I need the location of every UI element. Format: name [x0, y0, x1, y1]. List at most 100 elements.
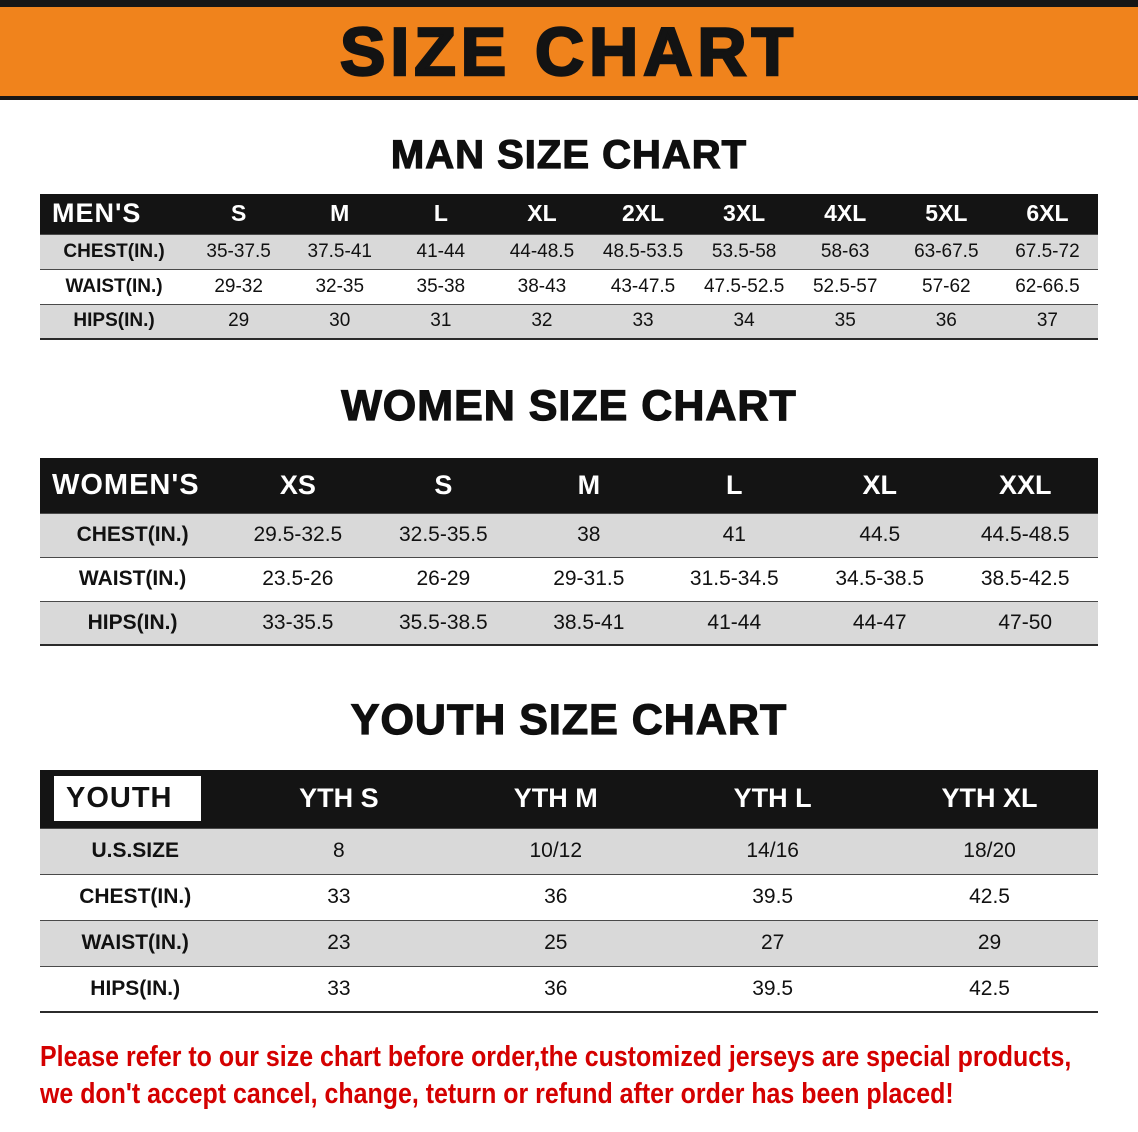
table-corner-label: WOMEN'S: [40, 458, 226, 513]
measurement-value: 35: [794, 303, 896, 339]
measurement-value: 23: [230, 919, 448, 966]
measurement-value: 41: [661, 512, 808, 557]
measurement-value: 57-62: [895, 268, 997, 304]
size-column-header: XL: [491, 194, 593, 234]
measurement-value: 32-35: [289, 268, 391, 304]
measurement-value: 48.5-53.5: [592, 233, 694, 269]
size-column-header: YTH XL: [881, 770, 1098, 828]
measurement-label: HIPS(IN.): [40, 600, 226, 645]
measurement-row: WAIST(IN.) 29-32 32-35 35-38 38-43 43-47.5 47.…: [40, 268, 1098, 304]
measurement-value: 8: [230, 827, 448, 874]
measurement-row: HIPS(IN.) 33-35.5 35.5-38.5 38.5-41 41-44 44-…: [40, 600, 1098, 645]
youth-section-heading: YOUTH SIZE CHART: [350, 695, 788, 744]
measurement-value: 43-47.5: [592, 268, 694, 304]
table-corner-label: YOUTH: [40, 770, 231, 828]
measurement-value: 37.5-41: [289, 233, 391, 269]
measurement-row: CHEST(IN.) 35-37.5 37.5-41 41-44 44-48.5 48.5…: [40, 233, 1098, 269]
men-section-heading: MAN SIZE CHART: [390, 132, 748, 177]
measurement-value: 52.5-57: [794, 268, 896, 304]
measurement-value: 23.5-26: [225, 556, 371, 601]
measurement-row: HIPS(IN.) 33 36 39.5 42.5: [40, 965, 1098, 1012]
youth-size-table: YOUTH YTH S YTH M YTH L YTH XL U.S.SIZE 8 10/12…: [40, 770, 1098, 1013]
measurement-value: 34: [693, 303, 795, 339]
measurement-value: 18/20: [881, 827, 1098, 874]
measurement-value: 62-66.5: [996, 268, 1098, 304]
measurement-value: 38: [516, 512, 662, 557]
measurement-row: U.S.SIZE 8 10/12 14/16 18/20: [40, 827, 1098, 874]
measurement-value: 67.5-72: [996, 233, 1098, 269]
measurement-value: 36: [895, 303, 997, 339]
measurement-value: 33: [230, 873, 448, 920]
table-corner-text: YOUTH: [54, 776, 201, 822]
measurement-value: 36: [447, 965, 665, 1012]
women-section-heading: WOMEN SIZE CHART: [341, 381, 797, 430]
table-header-row: MEN'S S M L XL 2XL 3XL 4XL 5XL 6XL: [40, 194, 1098, 234]
measurement-value: 32: [491, 303, 593, 339]
table-header-row: WOMEN'S XS S M L XL XXL: [40, 458, 1098, 513]
measurement-label: HIPS(IN.): [40, 965, 231, 1012]
size-column-header: 6XL: [996, 194, 1098, 234]
measurement-value: 47-50: [952, 600, 1098, 645]
measurement-row: WAIST(IN.) 23 25 27 29: [40, 919, 1098, 966]
measurement-value: 33: [230, 965, 448, 1012]
measurement-label: WAIST(IN.): [40, 556, 226, 601]
measurement-row: CHEST(IN.) 29.5-32.5 32.5-35.5 38 41 44.5 44.5…: [40, 512, 1098, 557]
measurement-label: CHEST(IN.): [40, 233, 189, 269]
measurement-label: HIPS(IN.): [40, 303, 189, 339]
measurement-value: 53.5-58: [693, 233, 795, 269]
size-column-header: XXL: [952, 458, 1098, 513]
youth-section: YOUTH SIZE CHART YOUTH YTH S YTH M YTH L YTH…: [0, 695, 1138, 1013]
measurement-value: 58-63: [794, 233, 896, 269]
banner-title: SIZE CHART: [339, 13, 798, 90]
measurement-value: 29-31.5: [516, 556, 662, 601]
measurement-value: 44.5: [807, 512, 953, 557]
measurement-value: 47.5-52.5: [693, 268, 795, 304]
measurement-value: 29.5-32.5: [225, 512, 371, 557]
table-corner-text: MEN'S: [52, 198, 142, 229]
measurement-value: 42.5: [881, 965, 1098, 1012]
size-column-header: YTH M: [447, 770, 665, 828]
measurement-value: 35-38: [390, 268, 492, 304]
measurement-label: CHEST(IN.): [40, 873, 231, 920]
measurement-value: 36: [447, 873, 665, 920]
measurement-value: 37: [996, 303, 1098, 339]
measurement-value: 41-44: [661, 600, 808, 645]
measurement-value: 63-67.5: [895, 233, 997, 269]
measurement-value: 35-37.5: [188, 233, 290, 269]
notice-line-2: we don't accept cancel, change, teturn o…: [40, 1078, 954, 1111]
notice-line-1: Please refer to our size chart before or…: [40, 1041, 1072, 1073]
order-notice: Please refer to our size chart before or…: [40, 1039, 1138, 1113]
table-corner-label: MEN'S: [40, 194, 189, 234]
measurement-label: WAIST(IN.): [40, 919, 231, 966]
measurement-value: 10/12: [447, 827, 665, 874]
size-column-header: M: [289, 194, 391, 234]
measurement-value: 29-32: [188, 268, 290, 304]
measurement-value: 41-44: [390, 233, 492, 269]
measurement-label: U.S.SIZE: [40, 827, 231, 874]
measurement-value: 14/16: [664, 827, 882, 874]
size-column-header: 4XL: [794, 194, 896, 234]
measurement-value: 38-43: [491, 268, 593, 304]
measurement-value: 31: [390, 303, 492, 339]
measurement-value: 38.5-41: [516, 600, 662, 645]
measurement-value: 29: [881, 919, 1098, 966]
measurement-value: 39.5: [664, 965, 882, 1012]
measurement-value: 44-48.5: [491, 233, 593, 269]
measurement-label: CHEST(IN.): [40, 512, 226, 557]
size-column-header: L: [661, 458, 808, 513]
women-size-table: WOMEN'S XS S M L XL XXL CHEST(IN.) 29.5-32.5 32.5…: [40, 458, 1098, 646]
size-column-header: S: [188, 194, 290, 234]
measurement-value: 31.5-34.5: [661, 556, 808, 601]
table-corner-text: WOMEN'S: [52, 468, 200, 501]
measurement-row: HIPS(IN.) 29 30 31 32 33 34 35 36 37: [40, 303, 1098, 339]
men-section: MAN SIZE CHART MEN'S S M L XL 2XL 3XL 4XL 5XL 6XL…: [0, 132, 1138, 340]
measurement-value: 42.5: [881, 873, 1098, 920]
measurement-value: 44-47: [807, 600, 953, 645]
size-column-header: XL: [807, 458, 953, 513]
measurement-value: 38.5-42.5: [952, 556, 1098, 601]
size-column-header: 5XL: [895, 194, 997, 234]
size-column-header: S: [370, 458, 517, 513]
size-column-header: YTH L: [664, 770, 882, 828]
size-column-header: YTH S: [230, 770, 448, 828]
